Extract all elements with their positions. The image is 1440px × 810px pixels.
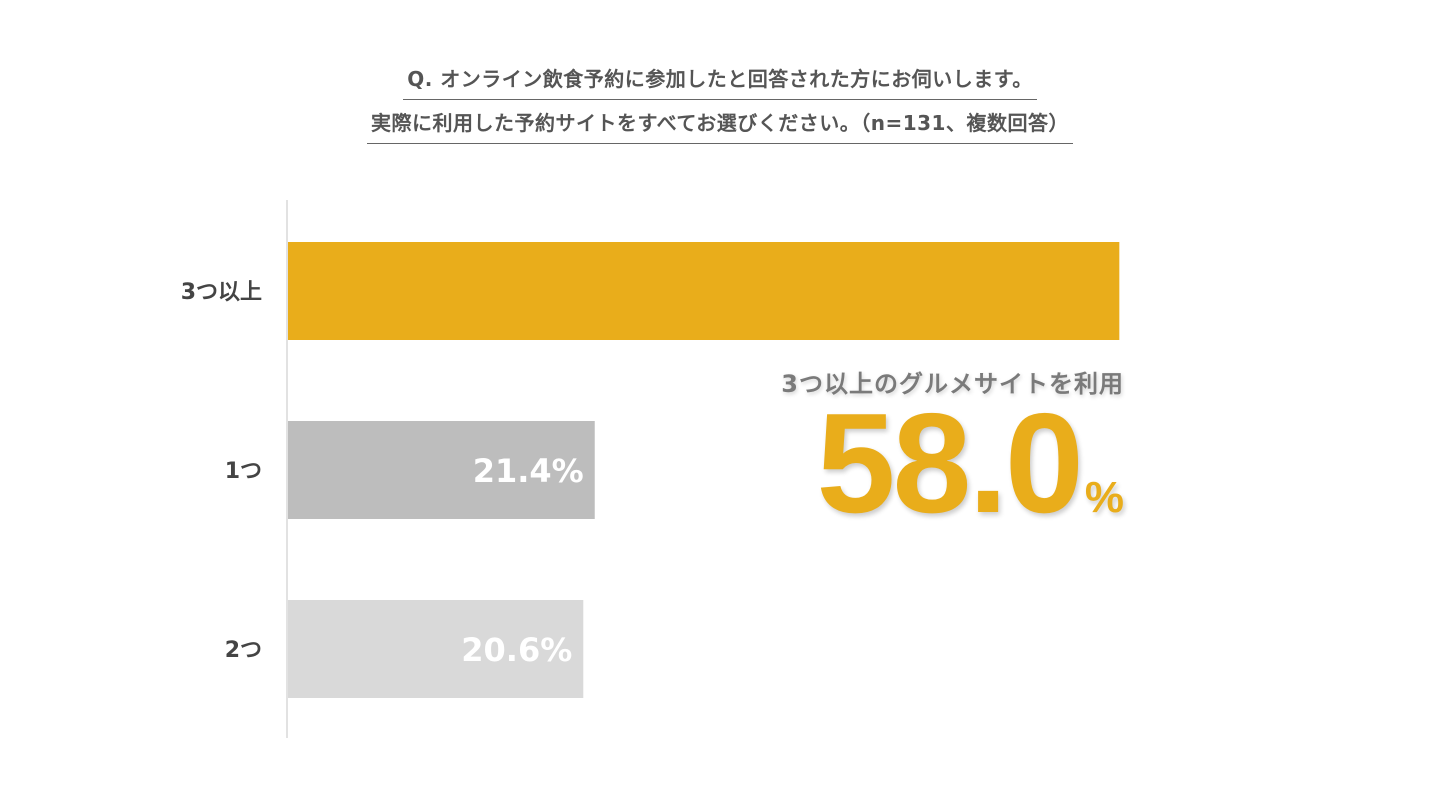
highlight-callout: 3つ以上のグルメサイトを利用 58.0%	[781, 364, 1124, 535]
bars-group: 3つ以上 1つ 21.4% 2つ 20.6%	[181, 242, 1120, 698]
category-label-2: 1つ	[225, 459, 262, 484]
category-label-1: 3つ以上	[181, 280, 262, 305]
data-label-3: 20.6%	[461, 631, 572, 669]
callout-unit: %	[1084, 473, 1124, 522]
chart-title: Q. オンライン飲食予約に参加したと回答された方にお伺いします。 実際に利用した…	[0, 62, 1440, 150]
category-label-3: 2つ	[225, 638, 262, 663]
bar-3	[288, 600, 584, 698]
bar-2	[288, 421, 595, 519]
callout-value-row: 58.0%	[781, 393, 1125, 535]
callout-value: 58.0	[816, 384, 1084, 543]
callout-caption: 3つ以上のグルメサイトを利用	[781, 370, 1124, 398]
title-line-1: Q. オンライン飲食予約に参加したと回答された方にお伺いします。	[403, 62, 1037, 100]
bar-1	[288, 242, 1120, 340]
data-label-2: 21.4%	[473, 452, 584, 490]
title-line-2: 実際に利用した予約サイトをすべてお選びください。（n=131、複数回答）	[367, 106, 1073, 144]
